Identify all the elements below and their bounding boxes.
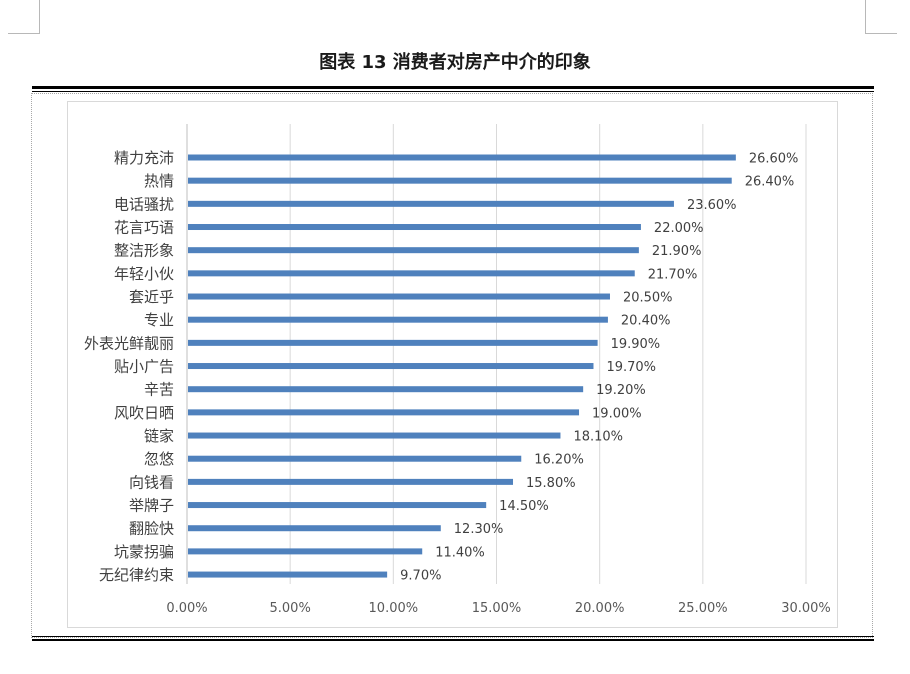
category-label: 外表光鲜靓丽: [84, 334, 174, 352]
category-label: 精力充沛: [114, 149, 174, 167]
category-label: 风吹日晒: [114, 404, 174, 422]
data-label: 19.20%: [596, 383, 646, 398]
data-label: 20.50%: [623, 291, 673, 306]
category-label: 辛苦: [144, 381, 174, 399]
bar: [188, 247, 639, 254]
top-rule-thick: [32, 86, 874, 89]
category-label: 举牌子: [129, 497, 174, 515]
bar: [188, 339, 598, 346]
bottom-rule-thin: [32, 636, 874, 637]
data-label: 23.60%: [687, 198, 737, 213]
crop-mark-top-right-vertical: [865, 0, 866, 34]
bar: [188, 409, 580, 416]
bar: [188, 363, 594, 370]
category-label: 坑蒙拐骗: [114, 543, 174, 561]
data-label: 21.70%: [648, 267, 698, 282]
bar: [188, 154, 736, 161]
data-label: 14.50%: [499, 499, 549, 514]
data-label: 16.20%: [534, 453, 584, 468]
category-label: 电话骚扰: [114, 195, 174, 213]
category-label: 忽悠: [144, 450, 174, 468]
data-label: 18.10%: [573, 430, 623, 445]
x-tick-label: 20.00%: [575, 601, 625, 616]
bar: [188, 455, 522, 462]
category-label: 贴小广告: [114, 358, 174, 376]
x-tick-label: 30.00%: [781, 601, 831, 616]
crop-mark-top-left-vertical: [39, 0, 40, 34]
bar: [188, 316, 608, 323]
category-label: 热情: [144, 172, 174, 190]
data-label: 19.70%: [606, 360, 656, 375]
category-label: 专业: [144, 311, 174, 329]
data-label: 19.00%: [592, 406, 642, 421]
chart-frame: [31, 93, 873, 638]
x-tick-label: 5.00%: [270, 601, 311, 616]
bottom-rule-thick: [32, 639, 874, 641]
x-tick-label: 10.00%: [369, 601, 419, 616]
data-label: 11.40%: [435, 545, 485, 560]
category-label: 花言巧语: [114, 219, 174, 237]
bar: [188, 571, 388, 578]
data-label: 26.60%: [749, 152, 799, 167]
x-tick-label: 15.00%: [472, 601, 522, 616]
figure-title: 图表 13 消费者对房产中介的印象: [319, 52, 591, 73]
category-label: 套近乎: [129, 288, 174, 306]
bar: [188, 224, 641, 231]
data-label: 26.40%: [745, 175, 795, 190]
category-label: 向钱看: [129, 473, 174, 491]
data-label: 9.70%: [400, 569, 441, 584]
bar: [188, 548, 423, 555]
category-label: 无纪律约束: [99, 566, 174, 584]
bar: [188, 502, 487, 509]
category-label: 翻脸快: [129, 520, 174, 538]
bar: [188, 525, 441, 532]
bar: [188, 293, 610, 300]
data-label: 19.90%: [611, 337, 661, 352]
bar: [188, 200, 674, 207]
data-label: 21.90%: [652, 244, 702, 259]
category-label: 链家: [144, 427, 174, 445]
category-label: 整洁形象: [114, 242, 174, 260]
data-label: 15.80%: [526, 476, 576, 491]
bar: [188, 432, 561, 439]
data-label: 20.40%: [621, 314, 671, 329]
x-tick-label: 25.00%: [678, 601, 728, 616]
x-tick-label: 0.00%: [166, 601, 207, 616]
data-label: 22.00%: [654, 221, 704, 236]
top-rule-thin: [32, 91, 874, 92]
bar: [188, 177, 732, 184]
crop-mark-top-left-horizontal: [8, 33, 40, 34]
bar: [188, 386, 584, 393]
crop-mark-top-right-horizontal: [865, 33, 897, 34]
category-label: 年轻小伙: [114, 265, 174, 283]
bar: [188, 270, 635, 277]
bar: [188, 478, 514, 485]
data-label: 12.30%: [454, 522, 504, 537]
